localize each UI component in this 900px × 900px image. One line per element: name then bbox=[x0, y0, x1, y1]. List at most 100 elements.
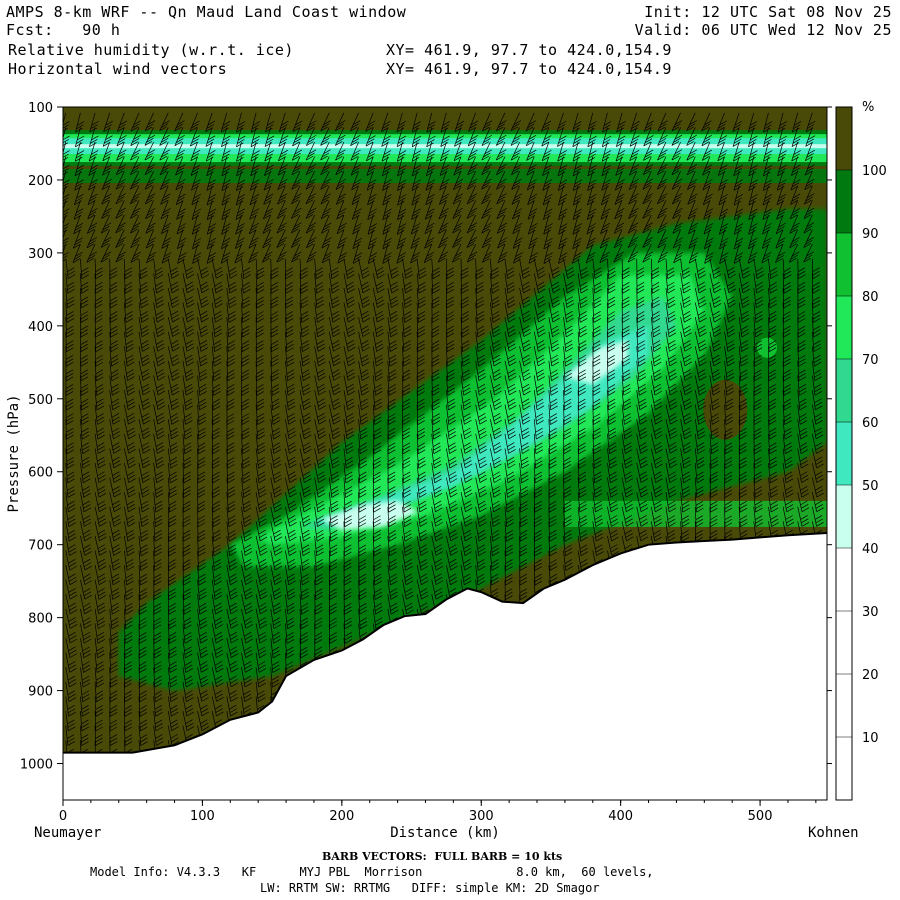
wind-barb-flag bbox=[230, 649, 238, 655]
wind-barb-flag bbox=[131, 210, 140, 216]
wind-barb-flag bbox=[374, 402, 382, 407]
wind-barb-flag bbox=[257, 456, 265, 462]
wind-barb-shaft bbox=[265, 112, 272, 133]
wind-barb-shaft bbox=[197, 623, 201, 644]
wind-barb-flag bbox=[133, 207, 141, 213]
wind-barb-flag bbox=[353, 135, 361, 140]
wind-barb-flag bbox=[194, 252, 202, 258]
wind-barb-flag bbox=[69, 653, 78, 658]
wind-barb-flag bbox=[125, 621, 133, 626]
wind-barb-flag bbox=[90, 164, 99, 170]
wind-barb-flag bbox=[373, 449, 382, 455]
wind-barb-flag bbox=[198, 431, 206, 436]
wind-barb-flag bbox=[329, 617, 337, 623]
wind-barb-shaft bbox=[109, 389, 113, 410]
wind-barb-shaft bbox=[176, 200, 184, 220]
wind-barb-flag bbox=[260, 609, 268, 615]
wind-barb-flag bbox=[287, 544, 296, 549]
wind-barb-flag bbox=[420, 562, 428, 567]
wind-barb-flag bbox=[307, 210, 315, 216]
wind-barb-flag bbox=[450, 492, 458, 498]
wind-barb-shaft bbox=[439, 171, 447, 191]
wind-barb-flag bbox=[83, 507, 92, 513]
wind-barb-flag bbox=[468, 167, 477, 172]
wind-barb-flag bbox=[159, 155, 167, 161]
wind-barb-flag bbox=[213, 533, 221, 539]
wind-barb-flag bbox=[183, 617, 192, 623]
wind-barb-flag bbox=[212, 530, 221, 535]
wind-barb-flag bbox=[479, 492, 488, 498]
wind-barb-shaft bbox=[80, 506, 85, 527]
wind-barb-shaft bbox=[159, 171, 169, 190]
wind-barb-flag bbox=[288, 547, 296, 553]
wind-barb-flag bbox=[171, 343, 180, 349]
wind-barb-flag bbox=[455, 222, 463, 228]
wind-barb-shaft bbox=[276, 200, 286, 219]
wind-barb-flag bbox=[291, 185, 299, 190]
wind-barb-flag bbox=[483, 240, 491, 245]
wind-barb-flag bbox=[294, 251, 302, 257]
wind-barb-flag bbox=[490, 591, 499, 597]
wind-barb-shaft bbox=[101, 185, 111, 205]
wind-barb-flag bbox=[514, 178, 522, 184]
wind-barb-flag bbox=[323, 178, 331, 184]
wind-barb-flag bbox=[237, 182, 245, 188]
wind-barb-flag bbox=[446, 289, 455, 294]
wind-barb-shaft bbox=[138, 477, 143, 498]
wind-barb-flag bbox=[344, 591, 352, 597]
wind-barb-flag bbox=[184, 431, 192, 436]
wind-barb-flag bbox=[110, 668, 118, 673]
wind-barb-flag bbox=[439, 254, 447, 260]
wind-barb-flag bbox=[505, 559, 513, 564]
wind-barb-shaft bbox=[475, 375, 480, 396]
wind-barb-flag bbox=[508, 434, 517, 440]
wind-barb-shaft bbox=[211, 390, 214, 411]
wind-barb-flag bbox=[449, 529, 457, 535]
wind-barb-flag bbox=[374, 354, 383, 360]
wind-barb-flag bbox=[492, 413, 501, 418]
wind-barb-flag bbox=[81, 737, 89, 743]
wind-barb-flag bbox=[168, 530, 176, 535]
wind-barb-flag bbox=[418, 471, 426, 477]
wind-barb-flag bbox=[257, 449, 266, 455]
wind-barb-flag bbox=[369, 208, 377, 214]
wind-barb-flag bbox=[484, 237, 493, 242]
wind-barb-flag bbox=[179, 237, 187, 243]
wind-barb-flag bbox=[375, 281, 384, 287]
wind-barb-flag bbox=[373, 471, 381, 477]
wind-barb-shaft bbox=[411, 156, 418, 177]
wind-barb-flag bbox=[329, 624, 337, 630]
wind-barb-flag bbox=[229, 617, 237, 622]
wind-barb-flag bbox=[446, 300, 454, 305]
wind-barb-flag bbox=[307, 138, 315, 143]
wind-barb-shaft bbox=[270, 667, 273, 688]
wind-barb-flag bbox=[183, 493, 191, 498]
wind-barb-flag bbox=[481, 155, 489, 161]
wind-barb-flag bbox=[276, 228, 285, 234]
wind-barb-flag bbox=[432, 296, 440, 302]
wind-barb-flag bbox=[110, 303, 118, 309]
wind-barb-flag bbox=[200, 704, 208, 710]
wind-barb-flag bbox=[98, 609, 106, 615]
wind-barb-flag bbox=[130, 170, 138, 175]
wind-barb-flag bbox=[361, 343, 370, 349]
wind-barb-flag bbox=[289, 507, 297, 512]
wind-barb-shaft bbox=[314, 331, 319, 352]
wind-barb-flag bbox=[497, 123, 506, 129]
wind-barb-flag bbox=[390, 347, 398, 352]
wind-barb-flag bbox=[113, 474, 121, 480]
wind-barb-flag bbox=[403, 518, 412, 524]
wind-barb-flag bbox=[183, 562, 191, 568]
wind-barb-flag bbox=[212, 402, 221, 407]
wind-barb-shaft bbox=[109, 594, 113, 615]
wind-barb-flag bbox=[154, 668, 162, 673]
wind-barb-flag bbox=[469, 138, 477, 144]
wind-barb-flag bbox=[140, 562, 148, 568]
wind-barb-flag bbox=[132, 254, 140, 260]
wind-barb-shaft bbox=[138, 725, 142, 746]
wind-barb-flag bbox=[508, 303, 516, 308]
wind-barb-shaft bbox=[285, 477, 291, 498]
wind-barb-flag bbox=[463, 390, 471, 396]
wind-barb-flag bbox=[111, 591, 120, 597]
wind-barb-flag bbox=[318, 434, 327, 440]
